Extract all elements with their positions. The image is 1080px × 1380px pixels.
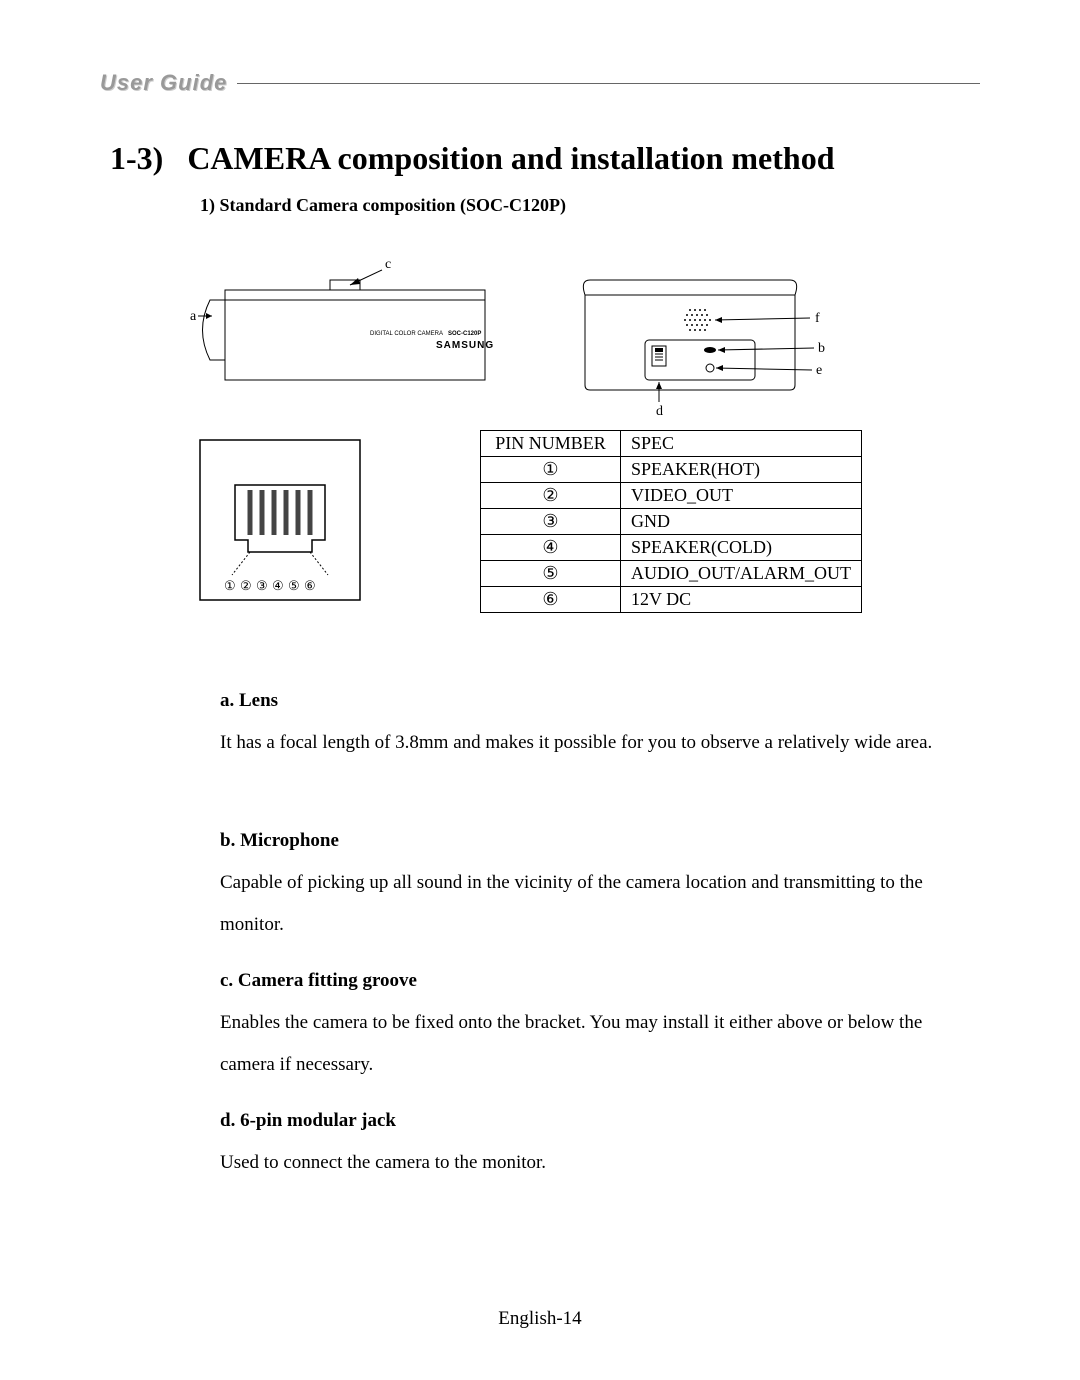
pin-row-3-spec: SPEAKER(COLD) (621, 535, 862, 561)
label-b: b (818, 341, 825, 356)
item-a-label: a. Lens (220, 680, 960, 722)
item-b-text: Capable of picking up all sound in the v… (220, 862, 960, 946)
header-title: User Guide (100, 70, 227, 96)
svg-text:④: ④ (272, 578, 284, 593)
pin-row-5-spec: 12V DC (621, 587, 862, 613)
section-number: 1-3) (110, 140, 163, 176)
pin-row-3-num: ④ (481, 535, 621, 561)
svg-text:①: ① (224, 578, 236, 593)
page-header: User Guide (100, 70, 980, 96)
pin-row-5-num: ⑥ (481, 587, 621, 613)
item-c-text: Enables the camera to be fixed onto the … (220, 1002, 960, 1086)
pin-table: PIN NUMBER SPEC ①SPEAKER(HOT) ②VIDEO_OUT… (480, 430, 862, 613)
item-a-text: It has a focal length of 3.8mm and makes… (220, 722, 960, 764)
pin-row-0-num: ① (481, 457, 621, 483)
camera-rear-view: f b e d (583, 280, 825, 419)
subsection-title: 1) Standard Camera composition (SOC-C120… (200, 195, 566, 216)
label-f: f (815, 311, 820, 326)
section-heading: CAMERA composition and installation meth… (187, 140, 834, 176)
item-b: b. Microphone Capable of picking up all … (220, 820, 960, 945)
pin-table-header-1: SPEC (621, 431, 862, 457)
label-a: a (190, 309, 197, 324)
pin-row-2-num: ③ (481, 509, 621, 535)
item-d-label: d. 6-pin modular jack (220, 1100, 960, 1142)
page-footer: English-14 (0, 1308, 1080, 1330)
pin-row-1-spec: VIDEO_OUT (621, 483, 862, 509)
item-b-label: b. Microphone (220, 820, 960, 862)
item-c: c. Camera fitting groove Enables the cam… (220, 960, 960, 1085)
label-e: e (816, 363, 822, 378)
svg-text:③: ③ (256, 578, 268, 593)
pin-connector-svg: ① ② ③ ④ ⑤ ⑥ (190, 430, 390, 620)
item-d-text: Used to connect the camera to the monito… (220, 1142, 960, 1184)
diagram-row: DIGITAL COLOR CAMERA SOC-C120P SAMSUNG a… (190, 250, 890, 410)
camera-side-view: DIGITAL COLOR CAMERA SOC-C120P SAMSUNG a… (190, 257, 494, 380)
header-rule (237, 83, 980, 84)
camera-text-main: DIGITAL COLOR CAMERA (370, 331, 443, 337)
pin-row-4-spec: AUDIO_OUT/ALARM_OUT (621, 561, 862, 587)
pin-block: ① ② ③ ④ ⑤ ⑥ PIN NUMBER SPEC ①SPEAKER(HOT… (190, 430, 890, 630)
pin-row-2-spec: GND (621, 509, 862, 535)
camera-text-model: SOC-C120P (448, 331, 481, 337)
pin-row-0-spec: SPEAKER(HOT) (621, 457, 862, 483)
pin-table-header-0: PIN NUMBER (481, 431, 621, 457)
svg-text:⑤: ⑤ (288, 578, 300, 593)
section-title: 1-3) CAMERA composition and installation… (110, 140, 835, 177)
svg-text:⑥: ⑥ (304, 578, 316, 593)
pin-row-4-num: ⑤ (481, 561, 621, 587)
item-c-label: c. Camera fitting groove (220, 960, 960, 1002)
camera-diagrams-svg: DIGITAL COLOR CAMERA SOC-C120P SAMSUNG a… (190, 250, 890, 420)
camera-brand: SAMSUNG (436, 340, 494, 351)
pin-row-1-num: ② (481, 483, 621, 509)
svg-text:②: ② (240, 578, 252, 593)
label-c: c (385, 257, 391, 272)
item-a: a. Lens It has a focal length of 3.8mm a… (220, 680, 960, 764)
label-d: d (656, 404, 663, 419)
item-d: d. 6-pin modular jack Used to connect th… (220, 1100, 960, 1184)
